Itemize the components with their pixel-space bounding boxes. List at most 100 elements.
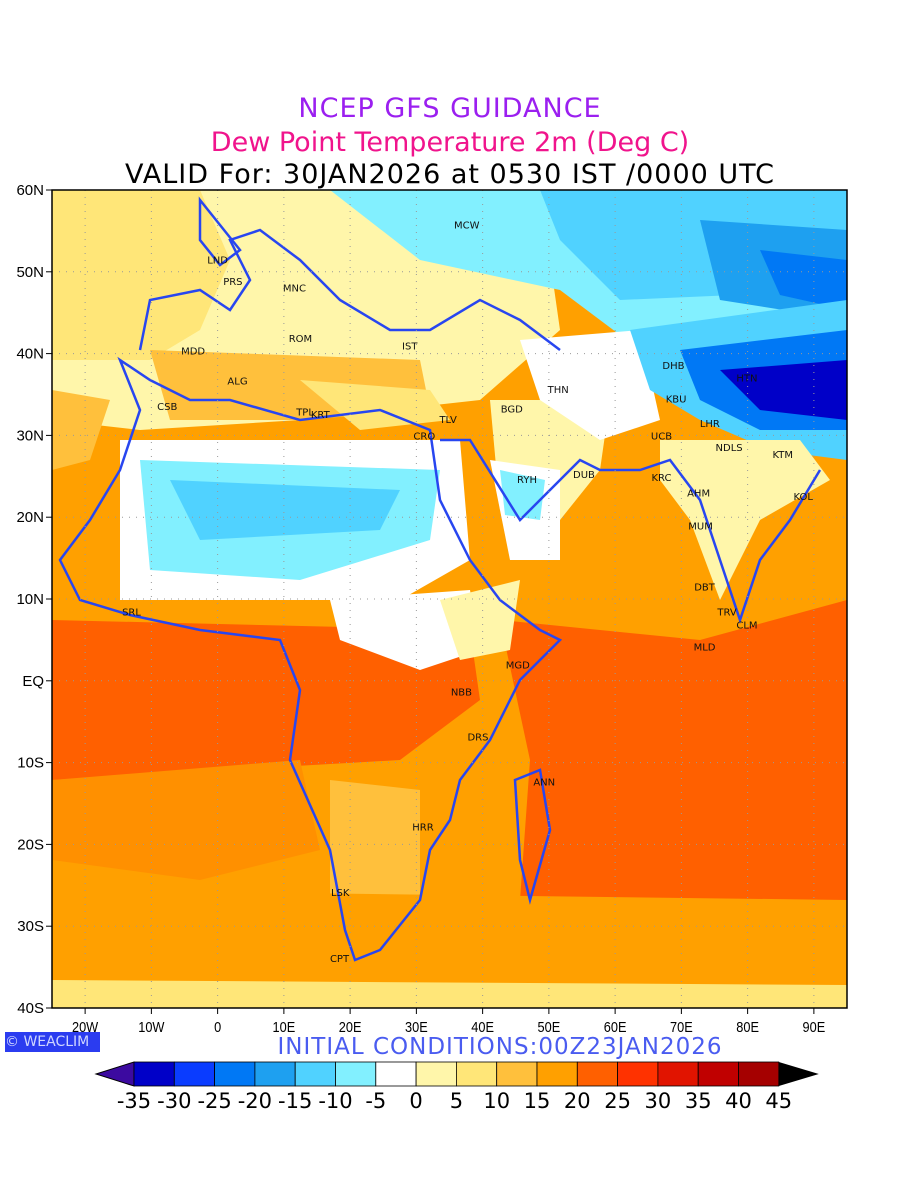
station-label: TRV [716, 607, 737, 618]
lon-tick-label: 30E [405, 1018, 428, 1035]
station-label: AHM [687, 489, 710, 500]
lon-tick-label: 20E [339, 1018, 362, 1035]
station-label: DHB [662, 361, 684, 372]
colorbar-swatch [335, 1061, 377, 1087]
station-label: DRS [467, 732, 488, 743]
colorbar-swatch [294, 1061, 336, 1087]
colorbar-label: -25 [197, 1089, 231, 1113]
station-label: MNC [283, 283, 306, 294]
lat-tick-label: 60N [16, 182, 44, 199]
station-label: KRC [652, 473, 672, 484]
station-label: TLV [438, 415, 457, 426]
lon-tick-label: 20W [72, 1018, 99, 1035]
station-label: LSK [331, 888, 350, 899]
colorbar-label: -35 [117, 1089, 151, 1113]
colorbar-swatch [133, 1061, 175, 1087]
station-label: CSB [157, 402, 177, 413]
colorbar-label: 20 [564, 1089, 591, 1113]
station-label: ROM [289, 334, 312, 345]
colorbar-swatch [455, 1061, 498, 1087]
station-label: MLD [694, 642, 716, 653]
lat-tick-label: 50N [16, 264, 44, 281]
colorbar-label: 5 [450, 1089, 463, 1113]
station-label: ALG [227, 377, 247, 388]
station-label: RYH [517, 475, 537, 486]
colorbar-swatch [415, 1061, 457, 1087]
colorbar-label: 25 [604, 1089, 631, 1113]
station-label: KRT [311, 410, 331, 421]
lat-tick-label: 20S [17, 836, 44, 853]
lon-tick-label: 80E [736, 1018, 759, 1035]
station-label: LND [207, 256, 228, 267]
station-label: PRS [223, 277, 242, 288]
lat-tick-label: 10N [16, 591, 44, 608]
station-label: NDLS [716, 443, 743, 454]
station-label: KOL [794, 492, 814, 503]
lat-tick-label: EQ [22, 673, 44, 690]
colorbar-label: 30 [645, 1089, 672, 1113]
colorbar-swatch [375, 1061, 417, 1087]
colorbar-label: 40 [725, 1089, 752, 1113]
lat-tick-label: 10S [17, 755, 44, 772]
colorbar-over-arrow [778, 1062, 819, 1086]
lat-tick-label: 40N [16, 346, 44, 363]
station-label: MDD [181, 346, 205, 357]
colorbar-swatch [173, 1061, 216, 1087]
colorbar-label: -20 [238, 1089, 272, 1113]
station-label: DUB [573, 470, 595, 481]
axis-ticks: 20W 10W 0 10E 20E 30E 40E 50E 60E 70E 80E 90E 60N 50N… [16, 182, 825, 1035]
colorbar-swatch [254, 1061, 296, 1087]
colorbar-swatch [576, 1061, 618, 1087]
station-label: MCW [454, 220, 480, 231]
station-label: MUM [688, 521, 713, 532]
colorbar-label: 0 [409, 1089, 422, 1113]
lat-tick-label: 30S [17, 918, 44, 935]
station-label: HRR [412, 822, 433, 833]
lon-tick-label: 60E [604, 1018, 627, 1035]
initial-conditions: INITIAL CONDITIONS:00Z23JAN2026 [277, 1034, 723, 1060]
colorbar-label: -10 [318, 1089, 352, 1113]
lon-tick-label: 10W [138, 1018, 165, 1035]
station-label: UCB [651, 431, 672, 442]
station-label: IST [402, 341, 418, 352]
colorbar-label: -30 [157, 1089, 191, 1113]
colorbar-label: -5 [365, 1089, 386, 1113]
station-label: TPL [295, 408, 314, 419]
colorbar-label: 10 [483, 1089, 510, 1113]
lon-tick-label: 90E [803, 1018, 826, 1035]
colorbar-swatch [536, 1061, 578, 1087]
lon-tick-label: 70E [670, 1018, 693, 1035]
coastlines [58, 196, 822, 962]
colorbar-swatch [657, 1061, 699, 1087]
colorbar-label: 15 [524, 1089, 551, 1113]
valid-time: VALID For: 30JAN2026 at 0530 IST /0000 U… [125, 159, 775, 190]
colorbar-swatch [738, 1061, 780, 1087]
station-label: DBT [694, 583, 716, 594]
lon-tick-label: 10E [273, 1018, 296, 1035]
colorbar-label: 35 [685, 1089, 712, 1113]
station-label: SRL [122, 607, 141, 618]
colorbar-under-arrow [94, 1061, 135, 1087]
colorbar-swatch [496, 1061, 538, 1087]
colorbar: -35 -30 -25 -20 -15 -10 -5 0 5 10 15 20 25 30 35 40 45 [94, 1061, 819, 1113]
lat-tick-label: 20N [16, 509, 44, 526]
weaclim-logo: © WEACLIM [5, 1032, 100, 1052]
colorbar-label: -15 [278, 1089, 312, 1113]
colorbar-swatch [617, 1061, 659, 1087]
station-label: BGD [501, 404, 523, 415]
shaded-field [52, 190, 847, 1008]
station-label: THN [547, 385, 569, 396]
lat-tick-label: 30N [16, 427, 44, 444]
station-label: NBB [451, 687, 472, 698]
station-label: LHR [700, 419, 720, 430]
colorbar-label: 45 [765, 1089, 792, 1113]
lon-tick-label: 0 [214, 1018, 221, 1035]
station-label: CPT [330, 954, 350, 965]
station-label: CRO [413, 431, 435, 442]
station-label: KBU [666, 395, 687, 406]
colorbar-swatch [214, 1061, 256, 1087]
lat-tick-label: 40S [17, 1000, 44, 1017]
station-label: KTM [772, 450, 793, 461]
